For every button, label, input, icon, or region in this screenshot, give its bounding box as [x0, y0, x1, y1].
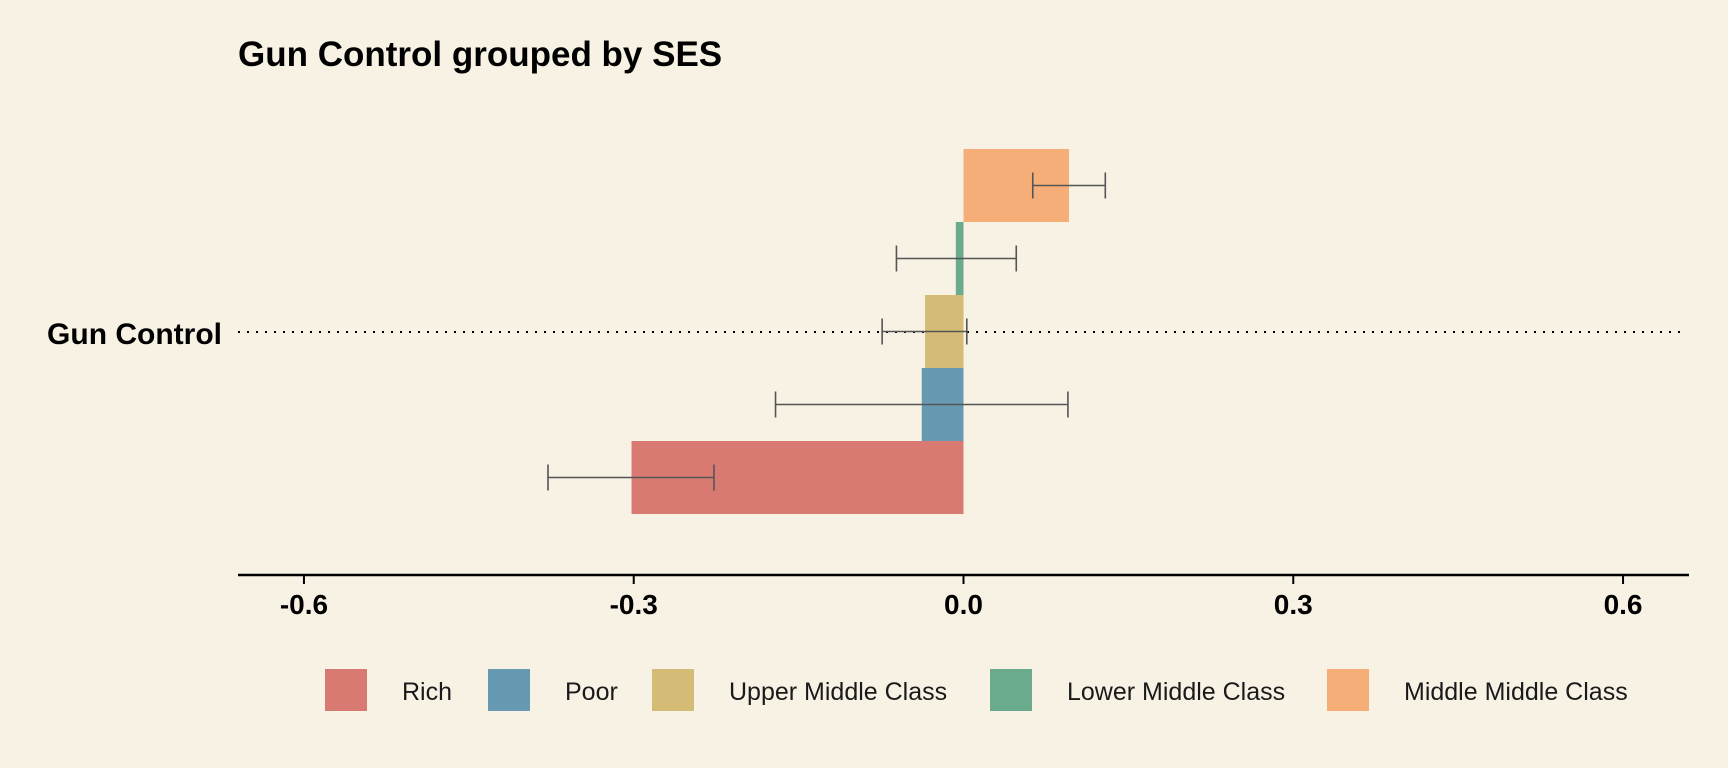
- legend-swatch: [488, 669, 530, 711]
- x-tick-label: 0.6: [1604, 589, 1643, 620]
- y-category-label: Gun Control: [47, 318, 222, 351]
- x-tick-label: 0.3: [1274, 589, 1313, 620]
- x-tick-label: -0.6: [280, 589, 328, 620]
- legend: Rich Poor Upper Middle Class Lower Middle C…: [325, 669, 1628, 711]
- legend-label: Upper Middle Class: [729, 678, 947, 706]
- error-bars-group: [547, 172, 1107, 491]
- legend-swatch: [325, 669, 367, 711]
- x-ticks-group: -0.6 -0.3 0.0 0.3 0.6: [280, 575, 1643, 620]
- legend-label: Middle Middle Class: [1404, 678, 1628, 706]
- legend-item-poor: Poor: [488, 669, 618, 711]
- legend-item-middle-middle-class: Middle Middle Class: [1327, 669, 1628, 711]
- legend-swatch: [990, 669, 1032, 711]
- x-tick-label: -0.3: [610, 589, 658, 620]
- legend-swatch: [652, 669, 694, 711]
- chart-title: Gun Control grouped by SES: [238, 35, 722, 74]
- legend-swatch: [1327, 669, 1369, 711]
- legend-item-rich: Rich: [325, 669, 452, 711]
- legend-label: Poor: [565, 678, 618, 706]
- legend-item-upper-middle-class: Upper Middle Class: [652, 669, 947, 711]
- x-tick-label: 0.0: [944, 589, 983, 620]
- legend-item-lower-middle-class: Lower Middle Class: [990, 669, 1285, 711]
- legend-label: Lower Middle Class: [1067, 678, 1285, 706]
- legend-label: Rich: [402, 678, 452, 706]
